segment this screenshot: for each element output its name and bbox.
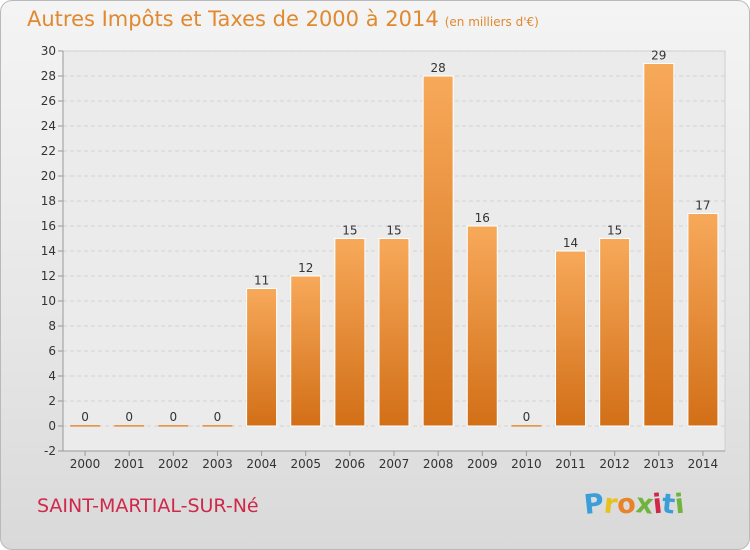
bar xyxy=(466,225,498,427)
data-label: 0 xyxy=(523,410,531,424)
y-tick-label: 26 xyxy=(41,94,56,108)
data-label: 12 xyxy=(298,261,313,275)
data-label: 28 xyxy=(430,61,445,75)
data-label: 0 xyxy=(170,410,178,424)
y-tick-label: 28 xyxy=(41,69,56,83)
y-tick-label: 14 xyxy=(41,244,56,258)
x-axis: 2000 2001 2002 2003 2004 2005 2006 2007 2008 2009… xyxy=(63,450,725,471)
bar xyxy=(555,250,587,427)
chart-title: Autres Impôts et Taxes de 2000 à 2014 (en… xyxy=(27,7,539,31)
data-label: 29 xyxy=(651,49,666,63)
y-tick-label: 2 xyxy=(48,394,56,408)
data-label: 11 xyxy=(254,274,269,288)
data-label: 17 xyxy=(695,199,710,213)
y-tick-label: -2 xyxy=(44,444,56,458)
bar xyxy=(158,425,189,427)
y-tick-label: 24 xyxy=(41,119,56,133)
bar xyxy=(334,238,366,427)
data-label: 0 xyxy=(81,410,89,424)
x-tick-label: 2006 xyxy=(335,457,366,471)
place-name: SAINT-MARTIAL-SUR-Né xyxy=(37,495,259,517)
x-tick-label: 2008 xyxy=(423,457,454,471)
x-tick-label: 2003 xyxy=(202,457,233,471)
data-label: 16 xyxy=(475,211,490,225)
bar xyxy=(422,75,454,427)
chart-subtitle: (en milliers d'€) xyxy=(444,15,539,29)
bar xyxy=(643,63,675,427)
x-tick-label: 2011 xyxy=(555,457,586,471)
chart-title-text: Autres Impôts et Taxes de 2000 à 2014 xyxy=(27,7,439,31)
y-tick-label: 30 xyxy=(41,44,56,58)
y-tick-label: 22 xyxy=(41,144,56,158)
y-tick-label: 16 xyxy=(41,219,56,233)
x-tick-label: 2005 xyxy=(290,457,321,471)
y-tick-label: 0 xyxy=(48,419,56,433)
data-label: 0 xyxy=(125,410,133,424)
y-tick-label: 4 xyxy=(48,369,56,383)
bar xyxy=(687,213,719,427)
data-label: 15 xyxy=(386,224,401,238)
x-tick-label: 2001 xyxy=(114,457,145,471)
data-label: 0 xyxy=(214,410,222,424)
proxiti-logo: Proxiti xyxy=(582,488,687,521)
y-tick-label: 6 xyxy=(48,344,56,358)
y-tick-label: 18 xyxy=(41,194,56,208)
data-label: 15 xyxy=(607,224,622,238)
x-tick-label: 2004 xyxy=(246,457,277,471)
bar xyxy=(290,275,322,427)
data-label: 14 xyxy=(563,236,578,250)
x-tick-label: 2014 xyxy=(688,457,719,471)
x-tick-label: 2009 xyxy=(467,457,498,471)
bars: 0 0 0 0 11 12 15 15 28 16 0 14 15 29 17 xyxy=(70,49,719,427)
x-tick-label: 2000 xyxy=(70,457,101,471)
bar xyxy=(114,425,145,427)
x-tick-label: 2010 xyxy=(511,457,542,471)
y-tick-label: 10 xyxy=(41,294,56,308)
bar xyxy=(70,425,101,427)
logo-letter: i xyxy=(673,488,687,521)
x-tick-label: 2013 xyxy=(644,457,675,471)
bar xyxy=(378,238,410,427)
y-tick-label: 8 xyxy=(48,319,56,333)
bar xyxy=(246,288,278,427)
bar xyxy=(202,425,233,427)
x-tick-label: 2012 xyxy=(599,457,630,471)
y-tick-label: 20 xyxy=(41,169,56,183)
x-tick-label: 2002 xyxy=(158,457,189,471)
y-tick-label: 12 xyxy=(41,269,56,283)
x-tick-label: 2007 xyxy=(379,457,410,471)
bar xyxy=(599,238,631,427)
data-label: 15 xyxy=(342,224,357,238)
bar xyxy=(511,425,542,427)
